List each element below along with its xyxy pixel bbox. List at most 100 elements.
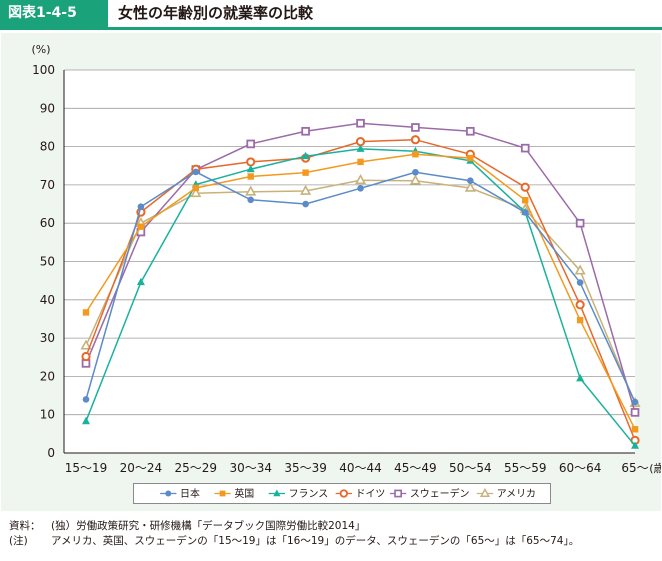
source-note-text: (独）労働政策研究・研修機構「データブック国際労働比較2014」 (51, 520, 366, 532)
data-point (576, 373, 585, 382)
figure-label: 図表1-4-5 (0, 0, 108, 27)
data-point (82, 416, 90, 425)
data-point (80, 339, 92, 350)
x-tick-label: 65～ (621, 461, 648, 475)
series-1 (82, 168, 639, 406)
data-point-legend (339, 489, 348, 498)
chart-panel: 0 10 20 30 40 50 60 70 80 90 100 (%) 15～19 20～24 25～29… (1, 33, 661, 511)
y-tick-label: 30 (40, 331, 55, 345)
x-tick-label: 15～19 (65, 461, 108, 475)
remark-note: (注) アメリカ、英国、スウェーデンの「15～19」は「16～19」のデータ、スウ… (9, 534, 579, 548)
data-point-legend (394, 489, 402, 498)
data-point (245, 185, 257, 196)
data-point (302, 169, 309, 176)
data-point (521, 209, 529, 216)
data-point-legend (219, 490, 226, 497)
data-point (247, 173, 254, 180)
legend-item: スウェーデン (389, 487, 470, 500)
data-point (630, 408, 640, 417)
data-point (355, 137, 366, 147)
legend-label: スウェーデン (410, 487, 470, 500)
legend-item: 日本 (160, 487, 200, 500)
data-point (246, 164, 255, 173)
data-point (631, 426, 639, 433)
data-point (464, 181, 476, 192)
legend-item: 英国 (214, 487, 254, 500)
data-point (520, 143, 530, 153)
source-note-label: 資料： (9, 520, 41, 532)
legend-item: ドイツ (335, 489, 386, 500)
y-tick-label: 10 (40, 408, 55, 422)
y-tick-label: 70 (40, 178, 55, 192)
x-tick-label: 20～24 (120, 461, 163, 475)
data-point (82, 309, 90, 316)
data-point (300, 184, 312, 195)
series-2 (82, 151, 639, 433)
legend-label: 日本 (180, 487, 200, 500)
x-tick-label: 35～39 (284, 461, 327, 475)
y-tick-label: 80 (40, 140, 55, 154)
legend-label: ドイツ (356, 489, 386, 500)
data-point (466, 126, 475, 136)
y-tick-label: 90 (40, 101, 55, 115)
chart-legend: 日本 英国 フランス ドイツ スウェーデン アメリカ (133, 483, 551, 504)
data-point (357, 185, 364, 192)
data-point (356, 144, 365, 152)
data-point (412, 151, 419, 158)
data-point (246, 157, 256, 167)
data-point (576, 316, 584, 324)
y-axis-unit: (%) (31, 43, 50, 56)
data-point (247, 196, 255, 204)
data-point (409, 174, 421, 185)
data-point (522, 197, 529, 204)
y-tick-label: 20 (40, 369, 55, 383)
figure-header: 図表1-4-5 女性の年齢別の就業率の比較 (0, 0, 662, 30)
y-tick-label: 60 (40, 216, 55, 230)
data-point (520, 182, 530, 192)
legend-label: アメリカ (497, 488, 536, 500)
legend-item: アメリカ (476, 487, 536, 500)
source-note: 資料： (独）労働政策研究・研修機構「データブック国際労働比較2014」 (9, 519, 365, 533)
data-point (575, 300, 585, 310)
data-point (81, 351, 91, 362)
data-point (357, 158, 364, 166)
x-tick-label: 55～59 (504, 461, 547, 475)
data-point (246, 139, 256, 149)
legend-label: フランス (289, 488, 329, 500)
data-point (412, 168, 419, 176)
data-point (137, 203, 145, 211)
y-tick-label: 40 (40, 293, 55, 307)
data-point-legend (165, 490, 172, 497)
data-point (411, 123, 420, 132)
data-point (82, 396, 90, 403)
data-point (301, 126, 310, 136)
figure-title: 女性の年齢別の就業率の比較 (118, 4, 314, 22)
data-point (302, 200, 309, 208)
x-tick-label: 30～34 (229, 461, 272, 475)
data-point (356, 118, 365, 128)
y-tick-label: 0 (47, 446, 55, 460)
data-point (137, 223, 145, 230)
remark-note-label: (注) (9, 535, 28, 547)
data-point (192, 184, 200, 192)
y-tick-label: 100 (32, 63, 55, 77)
x-tick-label: 50～54 (449, 461, 492, 475)
data-point (574, 264, 586, 275)
x-tick-label: 25～29 (175, 461, 218, 475)
x-axis-unit: (歳) (649, 462, 661, 475)
legend-item: フランス (268, 488, 329, 500)
data-point (631, 441, 640, 449)
x-tick-label: 45～49 (394, 461, 437, 475)
legend-label: 英国 (234, 487, 254, 500)
x-tick-label: 40～44 (339, 461, 382, 475)
data-point (301, 151, 310, 160)
data-point (576, 279, 584, 286)
y-tick-label: 50 (40, 255, 55, 269)
data-point (467, 154, 474, 162)
data-point-legend (273, 489, 281, 497)
x-tick-label: 60～64 (559, 461, 602, 475)
line-chart: 0 10 20 30 40 50 60 70 80 90 100 (%) 15～19 20～24 25～29… (31, 43, 661, 475)
data-point (190, 187, 202, 198)
data-point (192, 168, 200, 176)
data-point (410, 135, 421, 145)
